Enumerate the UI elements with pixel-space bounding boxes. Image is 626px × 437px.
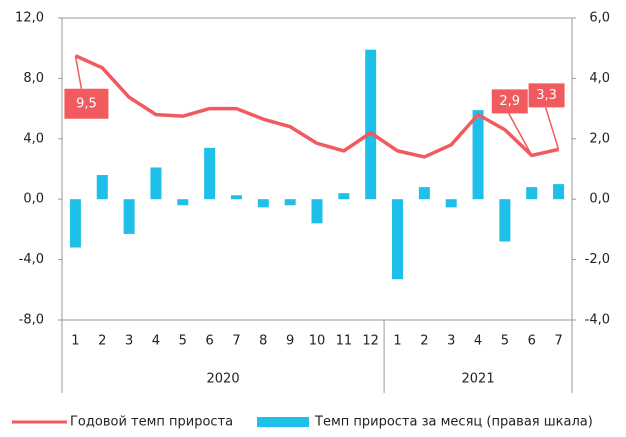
group-label: 2020 xyxy=(207,372,240,387)
y2-tick-label: 0,0 xyxy=(589,192,610,207)
bar xyxy=(311,199,323,224)
y2-tick-label: -4,0 xyxy=(585,313,610,328)
bar xyxy=(392,199,404,280)
data-label: 2,9 xyxy=(499,94,520,109)
y-tick-label: 0,0 xyxy=(23,192,44,207)
x-tick-label: 12 xyxy=(362,334,379,349)
y2-tick-label: 6,0 xyxy=(589,11,610,26)
y-tick-label: -8,0 xyxy=(19,313,44,328)
line xyxy=(74,54,559,159)
legend-label: Годовой темп прироста xyxy=(70,415,233,430)
bar xyxy=(445,199,457,208)
bar xyxy=(526,187,538,200)
y-tick-label: 4,0 xyxy=(23,131,44,146)
label-box xyxy=(64,88,109,119)
bar xyxy=(177,199,189,206)
legend-swatch xyxy=(257,417,309,427)
x-tick-label: 7 xyxy=(232,334,240,349)
bar xyxy=(553,184,565,200)
x-tick-label: 7 xyxy=(554,334,562,349)
x-tick-label: 6 xyxy=(528,334,536,349)
bar xyxy=(472,110,484,200)
x-tick-label: 9 xyxy=(286,334,294,349)
x-tick-label: 1 xyxy=(393,334,401,349)
x-tick-label: 3 xyxy=(447,334,455,349)
y2-tick-label: 2,0 xyxy=(589,131,610,146)
label-box xyxy=(528,83,565,108)
bar xyxy=(150,167,162,200)
x-tick-label: 5 xyxy=(501,334,509,349)
bar xyxy=(257,199,269,208)
data-label: 3,3 xyxy=(536,88,557,103)
label-pointer xyxy=(74,55,83,89)
bar xyxy=(96,175,108,200)
x-tick-label: 6 xyxy=(205,334,213,349)
bar xyxy=(365,49,377,200)
x-tick-label: 2 xyxy=(420,334,428,349)
y-tick-label: 8,0 xyxy=(23,71,44,86)
data-label: 9,5 xyxy=(76,96,97,111)
label-pointer xyxy=(508,113,533,156)
y2-tick-label: -2,0 xyxy=(585,252,610,267)
bar xyxy=(284,199,296,206)
legend-label: Темп прироста за месяц (правая шкала) xyxy=(314,415,593,430)
bar xyxy=(499,199,511,242)
x-tick-label: 10 xyxy=(309,334,326,349)
bar xyxy=(69,199,81,248)
y2-tick-label: 4,0 xyxy=(589,71,610,86)
bar xyxy=(123,199,135,234)
bar xyxy=(204,147,216,200)
bar xyxy=(418,187,430,200)
y-tick-label: 12,0 xyxy=(15,11,44,26)
group-label: 2021 xyxy=(462,372,495,387)
x-tick-label: 4 xyxy=(152,334,160,349)
bar xyxy=(230,195,242,200)
label-box xyxy=(491,89,528,114)
x-tick-label: 3 xyxy=(125,334,133,349)
x-tick-label: 8 xyxy=(259,334,267,349)
label-pointer xyxy=(544,107,560,150)
bar xyxy=(338,193,350,200)
x-tick-label: 11 xyxy=(336,334,353,349)
y-tick-label: -4,0 xyxy=(19,252,44,267)
x-tick-label: 4 xyxy=(474,334,482,349)
x-tick-label: 2 xyxy=(98,334,106,349)
plot-frame xyxy=(61,17,573,321)
x-tick-label: 5 xyxy=(179,334,187,349)
x-tick-label: 1 xyxy=(71,334,79,349)
